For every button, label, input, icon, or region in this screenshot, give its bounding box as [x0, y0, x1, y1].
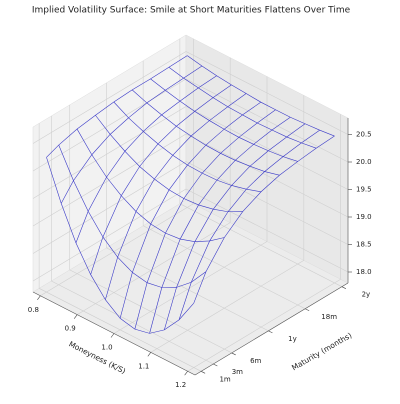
grid-line [185, 161, 349, 245]
wire-column [119, 101, 262, 319]
wire-column [178, 129, 320, 320]
y-tick-label: 2y [362, 291, 371, 299]
wire-column [90, 84, 232, 275]
x-tick-label: 0.9 [65, 325, 76, 333]
grid-line [185, 133, 349, 218]
wire-column [164, 123, 306, 330]
grid-line [32, 161, 187, 254]
grid-line [185, 106, 349, 190]
wire-column [134, 109, 276, 330]
grid-line [32, 133, 187, 227]
z-tick-label: 18.5 [356, 241, 372, 249]
wire-column [46, 55, 188, 158]
z-tick-label: 19.5 [356, 186, 372, 194]
wire-column [149, 117, 291, 334]
y-tick-mark [305, 308, 310, 312]
y-tick-mark [213, 363, 218, 367]
grid-line [51, 280, 214, 365]
grid-line [150, 260, 304, 353]
x-tick-mark [110, 333, 115, 338]
grid-line [69, 269, 232, 354]
x-tick-label: 1.2 [175, 381, 186, 389]
grid-line [32, 51, 187, 144]
z-tick-label: 19.0 [356, 213, 372, 221]
x-tick-mark [37, 295, 41, 300]
grid-line [32, 106, 187, 199]
x-tick-mark [73, 314, 78, 319]
wire-column [105, 93, 247, 300]
wire-column [75, 75, 217, 243]
x-tick-label: 1.1 [138, 362, 149, 370]
y-tick-mark [341, 286, 347, 289]
x-tick-mark [184, 371, 188, 376]
grid-line [179, 203, 343, 287]
axis-line [32, 291, 196, 376]
wire-column [193, 135, 335, 304]
grid-line [32, 78, 187, 172]
grid-line [185, 188, 349, 273]
x-axis-label: Moneyness (K/S) [67, 339, 127, 375]
z-tick-label: 20.5 [356, 131, 372, 139]
grid-line [77, 222, 231, 315]
y-axis-label: Maturity (months) [290, 331, 353, 373]
y-tick-label: 18m [321, 313, 337, 321]
z-tick-label: 18.0 [356, 268, 372, 276]
grid-line [187, 278, 341, 372]
grid-line [40, 203, 194, 297]
y-tick-mark [231, 352, 236, 356]
x-tick-mark [147, 352, 152, 357]
grid-line [32, 188, 187, 282]
grid-line [185, 78, 349, 163]
y-tick-label: 1m [219, 375, 230, 383]
y-tick-label: 3m [232, 368, 243, 376]
y-tick-label: 6m [250, 357, 261, 365]
y-tick-mark [268, 330, 273, 334]
grid-line [185, 51, 349, 135]
chart-title: Implied Volatility Surface: Smile at Sho… [32, 6, 351, 16]
y-tick-label: 1y [288, 335, 297, 343]
grid-line [113, 241, 268, 334]
x-tick-label: 1.0 [101, 344, 112, 352]
grid-line [106, 247, 269, 332]
z-tick-label: 20.0 [356, 158, 372, 166]
wire-column [60, 65, 203, 204]
grid-line [143, 225, 306, 310]
x-tick-label: 0.8 [28, 306, 39, 314]
axis-line [194, 282, 349, 376]
grid-line [38, 288, 202, 372]
y-tick-mark [200, 371, 206, 374]
